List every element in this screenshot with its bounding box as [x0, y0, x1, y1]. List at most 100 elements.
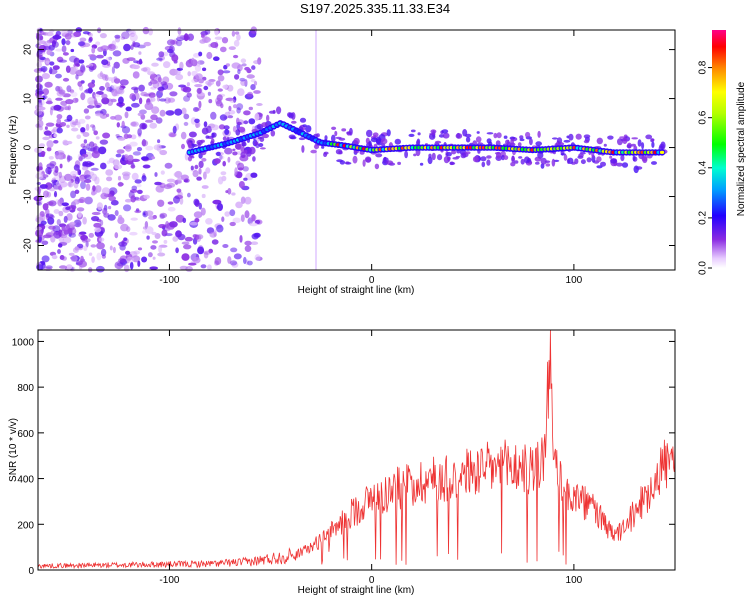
- spectrogram-noise-blob: [132, 40, 136, 47]
- spectrogram-ridge-halo: [370, 137, 378, 143]
- spectrogram-noise-blob: [159, 98, 167, 102]
- spectrogram-noise-blob: [84, 115, 91, 120]
- spectrogram-ridge-halo: [503, 155, 509, 161]
- spectrogram-noise-blob: [241, 63, 247, 67]
- spectrogram-noise-blob: [73, 31, 82, 37]
- spectrogram-noise-blob: [198, 51, 203, 57]
- spectrogram-noise-blob: [215, 100, 223, 107]
- spectrogram-ridge-halo: [583, 139, 590, 144]
- spectrogram-noise-blob: [45, 166, 52, 175]
- spectrogram-ridge-halo: [517, 142, 522, 147]
- spectrogram-noise-blob: [232, 217, 241, 224]
- spectrogram-noise-blob: [189, 221, 198, 226]
- spectrogram-noise-blob: [91, 47, 96, 54]
- spectrogram-ridge-halo: [641, 142, 645, 150]
- spectrogram-ridge-halo: [298, 137, 306, 141]
- spectrogram-noise-blob: [123, 204, 132, 212]
- spectrogram-ridge-halo: [476, 131, 480, 134]
- spectrogram-ridge-halo: [232, 151, 238, 156]
- spectrogram-noise-blob: [171, 54, 179, 62]
- spectrogram-noise-blob: [93, 130, 98, 136]
- spectrogram-noise-blob: [46, 147, 52, 152]
- spectrogram-noise-blob: [61, 38, 66, 46]
- spectrogram-noise-blob: [137, 128, 142, 137]
- spectrogram-ridge-halo: [236, 121, 242, 125]
- spectrogram-noise-blob: [219, 155, 225, 160]
- spectrogram-noise-blob: [118, 87, 125, 95]
- spectrogram-noise-blob: [46, 140, 54, 148]
- spectrogram-noise-blob: [114, 164, 123, 170]
- spectrogram-noise-blob: [86, 143, 90, 149]
- spectrogram-noise-blob: [111, 77, 115, 84]
- spectrogram-noise-blob: [68, 181, 72, 187]
- spectrogram-noise-blob: [130, 164, 136, 169]
- spectrogram-ridge-halo: [413, 153, 417, 157]
- spectrogram-noise-blob: [75, 74, 79, 80]
- spectrogram-noise-blob: [101, 97, 110, 105]
- snr-xlabel: Height of straight line (km): [298, 585, 415, 596]
- spectrogram-noise-blob: [141, 140, 149, 147]
- spectrogram-noise-blob: [186, 82, 190, 87]
- spectrogram-noise-blob: [229, 260, 238, 266]
- spectrogram-ridge-halo: [626, 144, 632, 149]
- spectrogram-noise-blob: [96, 104, 100, 109]
- spectrogram-noise-blob: [243, 110, 251, 116]
- spectrogram-noise-blob: [157, 139, 161, 144]
- spectrogram-ridge-halo: [268, 110, 276, 114]
- spectrogram-noise-blob: [130, 134, 137, 140]
- spectrogram-ridge-halo: [427, 156, 433, 165]
- spectrogram-noise-blob: [46, 49, 53, 56]
- spectrogram-noise-blob: [83, 245, 88, 252]
- spectrogram-ridge-halo: [607, 135, 614, 140]
- spectrogram-ridge-halo: [465, 136, 471, 143]
- spectrogram-ridge-halo: [567, 157, 574, 164]
- colorbar: 0.0 0.2 0.4 0.6 0.8 Normalized spectral ampl…: [698, 30, 747, 275]
- spectrogram-noise-blob: [114, 114, 123, 121]
- spectrogram-noise-blob: [172, 236, 179, 242]
- spectrogram-noise-blob: [39, 31, 45, 35]
- spectrogram-noise-blob: [114, 34, 121, 39]
- spectrogram-ridge-halo: [419, 162, 424, 166]
- spectrogram-noise-blob: [45, 60, 50, 64]
- spectrogram-ridge-halo: [510, 162, 516, 167]
- spectrogram-noise-blob: [79, 175, 85, 182]
- spectrogram-noise-blob: [151, 106, 160, 114]
- spectrogram-noise-blob: [183, 244, 192, 250]
- spectrogram-noise-blob: [51, 129, 56, 134]
- spectrogram-noise-blob: [250, 241, 259, 245]
- spectrogram-noise-blob: [65, 99, 74, 105]
- spectrogram-noise-blob: [194, 107, 201, 111]
- spectrogram-noise-blob: [129, 93, 136, 100]
- spectrogram-noise-blob: [115, 134, 120, 137]
- spectrogram-noise-blob: [167, 201, 174, 205]
- spectrogram-noise-blob: [165, 110, 175, 116]
- spectrogram-noise-blob: [172, 125, 177, 134]
- spectrogram-noise-blob: [45, 213, 54, 219]
- spectrogram-noise-blob: [244, 210, 250, 219]
- spectrogram-noise-blob: [38, 126, 43, 131]
- spectrogram-ridge-halo: [496, 151, 501, 159]
- spectrogram-noise-blob: [66, 114, 73, 122]
- spectrogram-noise-blob: [112, 246, 116, 254]
- spectrogram-noise-blob: [47, 217, 55, 225]
- spectrogram-ridge-halo: [259, 136, 265, 142]
- spectrogram-noise-blob: [89, 33, 93, 37]
- spectrogram-noise-blob: [111, 85, 118, 90]
- spectrogram-noise-blob: [73, 181, 79, 189]
- spectrogram-ridge-halo: [205, 135, 210, 139]
- spectrogram-noise-blob: [55, 73, 62, 79]
- spectrogram-noise-blob: [51, 182, 55, 188]
- spectrogram-noise-blob: [53, 209, 60, 214]
- spectrogram-noise-blob: [237, 88, 245, 96]
- spectrogram-ridge-halo: [575, 133, 582, 140]
- spectrogram-noise-blob: [73, 219, 82, 228]
- spectrogram-noise-blob: [62, 236, 72, 244]
- spectrogram-noise-blob: [235, 201, 243, 209]
- spectrogram-noise-blob: [131, 185, 138, 191]
- spectrogram-ridge-halo: [486, 159, 491, 166]
- spectrogram-ridge-halo: [243, 120, 249, 125]
- spectrogram-noise-blob: [56, 219, 61, 226]
- spectrogram-noise-blob: [203, 250, 212, 255]
- spectrogram-noise-blob: [69, 221, 76, 226]
